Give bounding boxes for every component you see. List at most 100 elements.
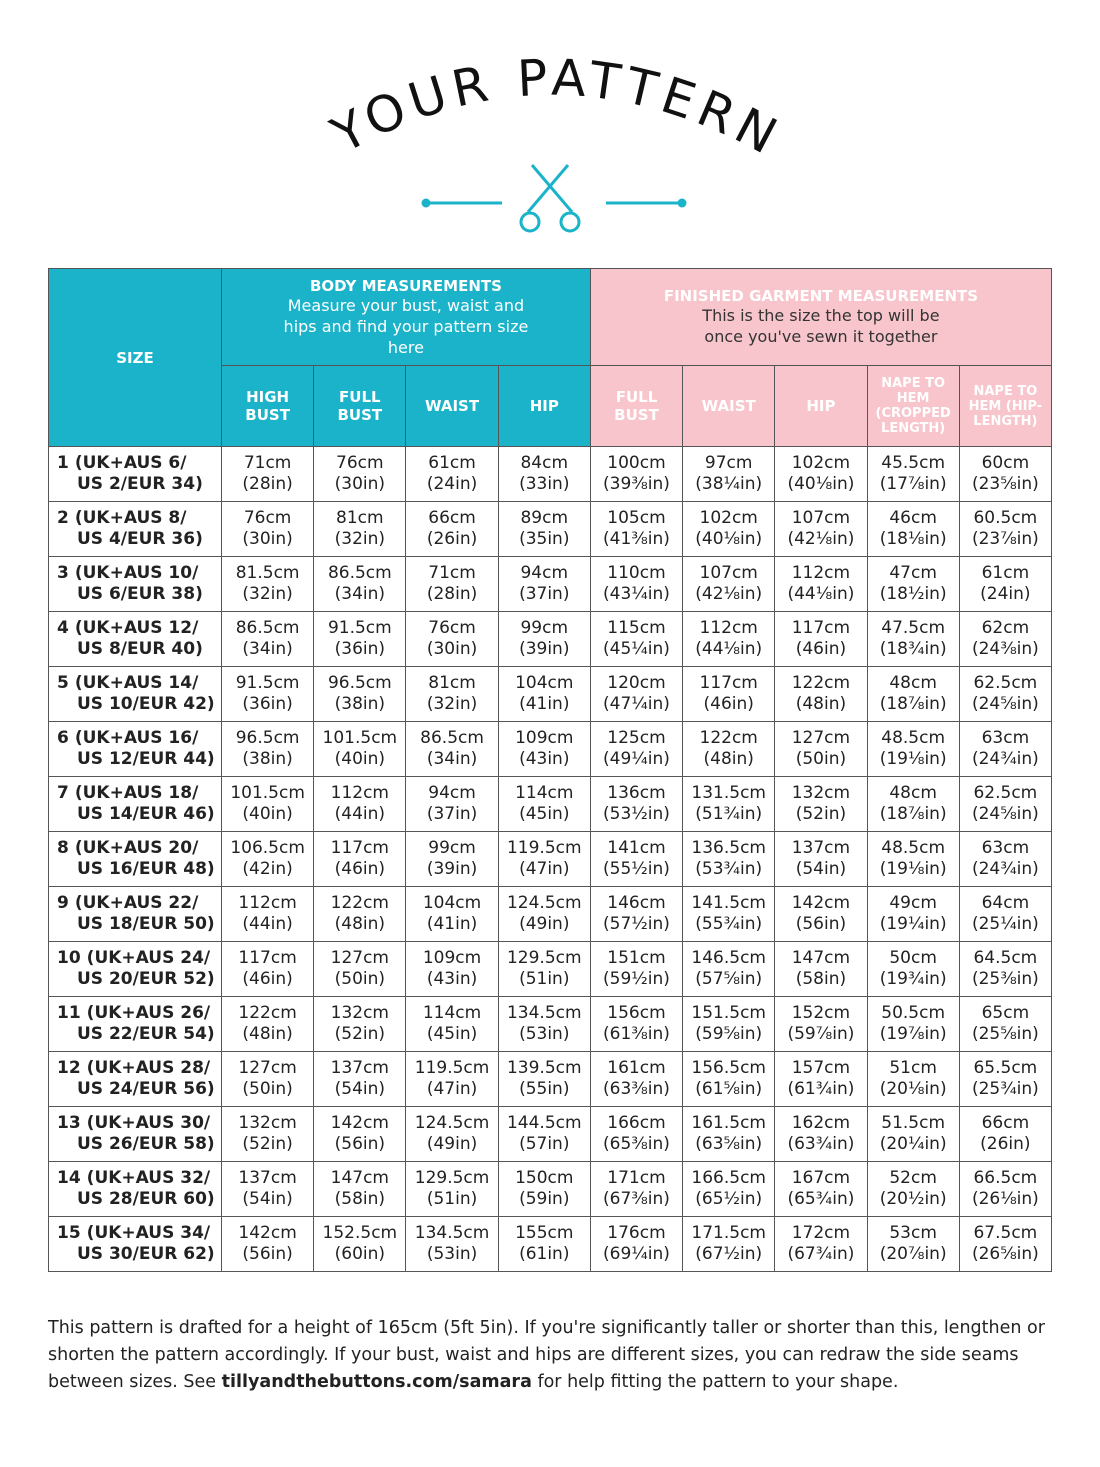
footer-text: for help fitting the pattern to your sha… (531, 1372, 899, 1392)
cm-value: 86.5cm (327, 563, 392, 583)
measurement-cell: 65.5cm (25¾in) (958, 1051, 1053, 1107)
inch-value: (23⅝in) (971, 474, 1039, 494)
cm-value: 99cm (520, 618, 569, 638)
inch-value: (63¾in) (787, 1134, 855, 1154)
footer-link[interactable]: tillyandthebuttons.com/samara (221, 1372, 532, 1392)
cm-value: 134.5cm (506, 1003, 582, 1023)
cm-value: 52cm (889, 1168, 937, 1188)
cm-value: 142cm (791, 893, 851, 913)
measurement-cell: 152cm (59⅞in) (774, 996, 868, 1052)
measurement-cell: 51cm (20⅛in) (866, 1051, 960, 1107)
inch-value: (45in) (426, 1024, 478, 1044)
inch-value: (49¼in) (603, 749, 670, 769)
cm-value: 62.5cm (973, 783, 1038, 803)
group-header: FINISHED GARMENT MEASUREMENTS This is th… (589, 268, 1053, 366)
measurement-cell: 50cm (19¾in) (866, 941, 960, 997)
measurement-cell: 132cm (52in) (313, 996, 407, 1052)
size-cell: 6 (UK+AUS 16/US 12/EUR 44) (48, 721, 222, 777)
inch-value: (47in) (519, 859, 570, 879)
cm-value: 104cm (422, 893, 482, 913)
size-number: 8 (57, 838, 69, 858)
inch-value: (46in) (242, 969, 293, 989)
inch-value: (33in) (519, 474, 570, 494)
size-label: US 24/EUR 56) (77, 1079, 215, 1099)
inch-value: (17⅞in) (879, 474, 947, 494)
inch-value: (26⅛in) (971, 1189, 1039, 1209)
size-label: US 16/EUR 48) (77, 859, 215, 879)
cm-value: 137cm (238, 1168, 297, 1188)
measurement-cell: 64cm (25¼in) (958, 886, 1053, 942)
measurement-cell: 50.5cm (19⅞in) (866, 996, 960, 1052)
measurement-cell: 161cm (63⅜in) (589, 1051, 684, 1107)
inch-value: (48in) (703, 749, 754, 769)
measurement-cell: 94cm (37in) (497, 556, 591, 612)
measurement-cell: 137cm (54in) (313, 1051, 407, 1107)
cm-value: 48cm (889, 673, 937, 693)
size-label: US 12/EUR 44) (77, 749, 215, 769)
size-line: 8 (UK+AUS 20/ (57, 838, 221, 859)
size-line: 12 (UK+AUS 28/ (57, 1058, 221, 1079)
measurement-cell: 96.5cm (38in) (313, 666, 407, 722)
size-cell: 3 (UK+AUS 10/US 6/EUR 38) (48, 556, 222, 612)
measurement-cell: 141.5cm (55¾in) (682, 886, 776, 942)
inch-value: (18⅞in) (879, 694, 947, 714)
inch-value: (24¾in) (971, 859, 1039, 879)
measurement-cell: 109cm (43in) (497, 721, 591, 777)
inch-value: (18½in) (879, 584, 947, 604)
size-label: (UK+AUS 10/ (74, 563, 199, 583)
cm-value: 132cm (791, 783, 851, 803)
cm-value: 76cm (243, 508, 292, 528)
measurement-cell: 161.5cm (63⅝in) (682, 1106, 776, 1162)
cm-value: 47cm (889, 563, 937, 583)
cm-value: 66cm (428, 508, 476, 528)
cm-value: 97cm (704, 453, 753, 473)
column-header: FULL BUST (589, 365, 684, 447)
size-label: US 28/EUR 60) (77, 1189, 215, 1209)
cm-value: 106.5cm (230, 838, 305, 858)
inch-value: (52in) (334, 1024, 386, 1044)
inch-value: (30in) (242, 529, 293, 549)
size-table: SIZE BODY MEASUREMENTS Measure your bust… (48, 268, 1053, 1272)
size-row: 3 (UK+AUS 10/US 6/EUR 38) 81.5cm (32in) 86.5… (48, 556, 1053, 612)
cm-value: 152cm (791, 1003, 851, 1023)
size-cell: 10 (UK+AUS 24/US 20/EUR 52) (48, 941, 222, 997)
size-cell: 13 (UK+AUS 30/US 26/EUR 58) (48, 1106, 222, 1162)
measurement-cell: 142cm (56in) (774, 886, 868, 942)
measurement-cell: 101.5cm (40in) (313, 721, 407, 777)
cm-value: 172cm (791, 1223, 851, 1243)
inch-value: (41in) (519, 694, 570, 714)
column-header: NAPE TO HEM (CROPPED LENGTH) (866, 365, 960, 447)
inch-value: (61in) (519, 1244, 570, 1264)
measurement-cell: 99cm (39in) (405, 831, 499, 887)
measurement-cell: 91.5cm (36in) (220, 666, 315, 722)
inch-value: (50in) (795, 749, 847, 769)
inch-value: (25⅜in) (971, 969, 1039, 989)
size-line: 15 (UK+AUS 34/ (57, 1223, 221, 1244)
size-cell: 5 (UK+AUS 14/US 10/EUR 42) (48, 666, 222, 722)
cm-value: 129.5cm (506, 948, 582, 968)
cm-value: 142cm (330, 1113, 389, 1133)
inch-value: (20⅛in) (879, 1079, 947, 1099)
measurement-cell: 125cm (49¼in) (589, 721, 684, 777)
inch-value: (67⅜in) (603, 1189, 670, 1209)
measurement-cell: 86.5cm (34in) (220, 611, 315, 667)
inch-value: (19¾in) (879, 969, 947, 989)
measurement-cell: 117cm (46in) (313, 831, 407, 887)
inch-value: (43in) (519, 749, 570, 769)
cm-value: 131.5cm (691, 783, 766, 803)
size-cell: 12 (UK+AUS 28/US 24/EUR 56) (48, 1051, 222, 1107)
cm-value: 60.5cm (973, 508, 1038, 528)
measurement-cell: 142cm (56in) (220, 1216, 315, 1272)
inch-value: (49in) (426, 1134, 478, 1154)
size-cell: 14 (UK+AUS 32/US 28/EUR 60) (48, 1161, 222, 1217)
inch-value: (53in) (426, 1244, 478, 1264)
measurement-cell: 48.5cm (19⅛in) (866, 721, 960, 777)
size-label: (UK+AUS 8/ (74, 508, 187, 528)
inch-value: (37in) (426, 804, 478, 824)
inch-value: (48in) (334, 914, 386, 934)
inch-value: (65⅜in) (603, 1134, 670, 1154)
size-row: 2 (UK+AUS 8/US 4/EUR 36) 76cm (30in) 81cm (32… (48, 501, 1053, 557)
inch-value: (44⅛in) (787, 584, 855, 604)
cm-value: 171cm (607, 1168, 666, 1188)
